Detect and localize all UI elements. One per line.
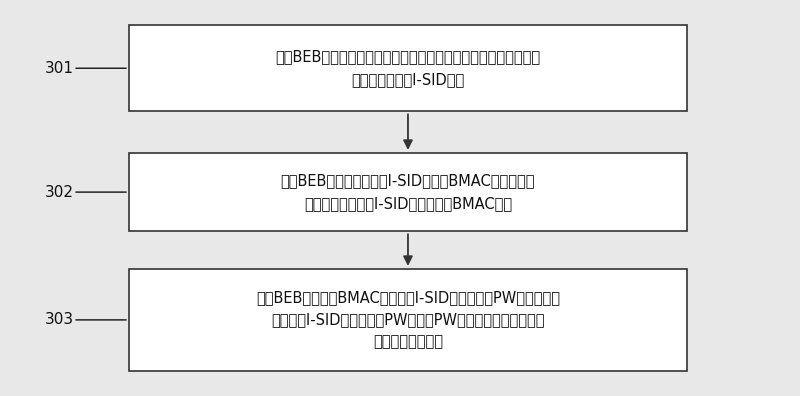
- Text: 303: 303: [46, 312, 74, 327]
- FancyBboxPatch shape: [129, 153, 687, 231]
- Text: 所述BEB接收到未知单播或者广播流量时，获取接收所述未知单播
或者广播流量的I-SID实例: 所述BEB接收到未知单播或者广播流量时，获取接收所述未知单播 或者广播流量的I-…: [275, 50, 541, 87]
- Text: 301: 301: [46, 61, 74, 76]
- Text: 所述BEB根据所述BMAC获取所述I-SID实例下所有PW对端设备，
通过所述I-SID实例下所有PW向每一PW对端设备发送所述未知
单播或者广播流量: 所述BEB根据所述BMAC获取所述I-SID实例下所有PW对端设备， 通过所述I…: [256, 290, 560, 350]
- Text: 302: 302: [46, 185, 74, 200]
- FancyBboxPatch shape: [129, 269, 687, 371]
- FancyBboxPatch shape: [129, 25, 687, 112]
- Text: 所述BEB查找配置的所述I-SID实例与BMAC地址的对应
关系，获取与所述I-SID实例对应的BMAC地址: 所述BEB查找配置的所述I-SID实例与BMAC地址的对应 关系，获取与所述I-…: [281, 173, 535, 211]
